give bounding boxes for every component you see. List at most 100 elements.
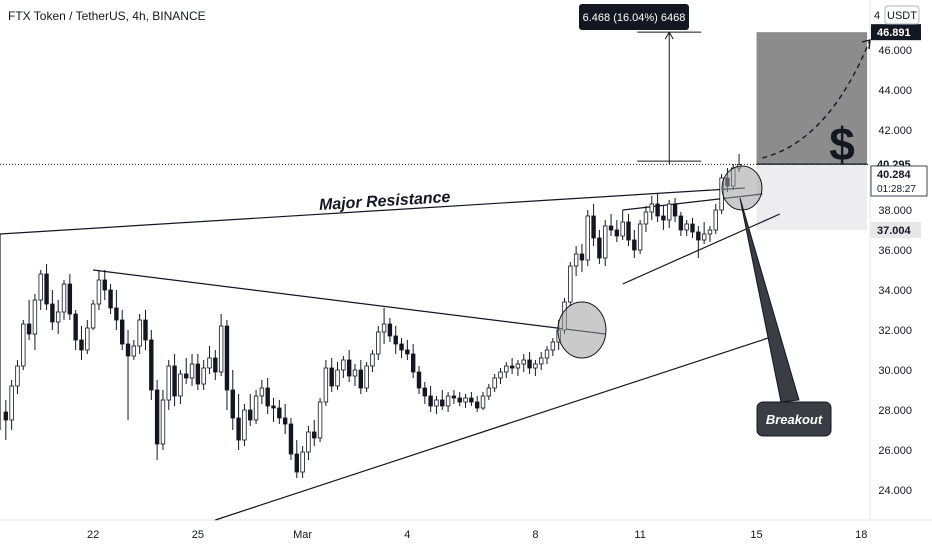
candle-body [26, 323, 32, 335]
candle-body [253, 395, 259, 421]
candle-body [166, 365, 171, 401]
candle-body [277, 407, 282, 419]
candle-body [684, 223, 689, 231]
candle-body [440, 399, 445, 407]
candle-body [38, 273, 43, 301]
candle-body [544, 349, 550, 359]
measure-label: 6.468 (16.04%) 6468 [583, 12, 686, 24]
price-tick-label: 34.000 [878, 285, 912, 297]
measure-tag: 6.468 (16.04%) 6468 [579, 4, 689, 30]
candle-body [591, 215, 596, 239]
candle-body [44, 273, 49, 305]
candle-body [690, 223, 695, 233]
price-tick-label: 42.000 [878, 125, 912, 137]
candle-body [149, 339, 154, 391]
candle-body [224, 325, 230, 391]
time-tick-label: 4 [404, 529, 410, 541]
candle-body [184, 373, 189, 379]
time-tick-label: 22 [87, 529, 99, 541]
candle-body [137, 319, 142, 347]
candle-body [416, 371, 422, 389]
risk-reward-zones [0, 32, 870, 230]
breakout-circle [557, 301, 607, 359]
chart-title: FTX Token / TetherUS, 4h, BINANCE [8, 9, 206, 23]
candle-body [539, 357, 544, 365]
candle-body [603, 225, 608, 259]
price-tick-label: 44.000 [878, 85, 912, 97]
candle-body [160, 399, 166, 445]
candle-body [637, 223, 643, 251]
candle-body [655, 203, 660, 217]
candle-body [335, 369, 340, 387]
time-tick-label: 15 [750, 529, 762, 541]
candle-body [474, 401, 480, 409]
candle-body [323, 367, 329, 403]
candle-body [79, 339, 84, 351]
last-price-tag: 40.284 [877, 169, 912, 181]
major-resistance-line [0, 187, 745, 235]
candle-body [614, 229, 620, 237]
price-tick-label: 36.000 [878, 245, 912, 257]
measure-arrow-head [664, 31, 674, 40]
candle-body [312, 431, 317, 439]
candle-body [21, 323, 26, 367]
candle-body [579, 253, 585, 261]
candle-body [521, 359, 526, 365]
candle-body [108, 289, 113, 309]
candle-body [55, 311, 61, 323]
candle-body [32, 299, 38, 335]
candle-body [201, 367, 206, 385]
candle-body [701, 233, 707, 241]
candle-body [643, 211, 649, 225]
candle-body [381, 323, 387, 333]
candle-body [672, 203, 678, 217]
candle-body [131, 345, 137, 357]
candle-body [50, 303, 55, 323]
candle-body [154, 389, 160, 445]
candle-body [370, 353, 375, 367]
candle-body [422, 387, 428, 397]
candle-body [358, 369, 364, 389]
breakout-callout-box [756, 401, 832, 437]
candle-body [445, 395, 451, 407]
bar-countdown: 01:28:27 [877, 184, 916, 195]
time-tick-label: 8 [532, 529, 538, 541]
candle-body [405, 349, 410, 355]
candle-body [504, 365, 509, 373]
candle-body [172, 365, 177, 397]
candle-body [300, 451, 305, 473]
candle-body [317, 401, 323, 439]
candle-body [259, 387, 265, 397]
candle-body [143, 319, 148, 341]
candle-body [236, 417, 241, 441]
candle-body [125, 343, 131, 357]
rising-support-line [215, 337, 769, 521]
candle-body [451, 395, 457, 399]
candle-body [178, 373, 183, 397]
candle-body [573, 253, 579, 267]
candle-body [90, 303, 96, 329]
candle-body [329, 367, 334, 387]
candle-body [282, 417, 288, 425]
projection-arrow-head [861, 39, 871, 50]
candle-body [102, 279, 107, 291]
candle-body [364, 365, 369, 389]
time-tick-label: 25 [192, 529, 204, 541]
candle-body [399, 343, 404, 351]
candle-body [61, 283, 67, 313]
breakout-label: Breakout [766, 412, 823, 427]
candle-body [265, 387, 270, 407]
projection-curve [762, 39, 871, 159]
time-tick-label: 18 [855, 529, 867, 541]
candle-body [207, 357, 212, 369]
candle-body [498, 371, 503, 379]
candle-body [376, 331, 381, 355]
time-tick-label: Mar [293, 529, 312, 541]
candle-body [649, 203, 654, 213]
candle-body [288, 423, 294, 455]
flag-lower-line [622, 213, 781, 285]
currency-button[interactable]: USDT [884, 5, 920, 25]
candle-body [661, 215, 666, 221]
candle-body [341, 359, 346, 371]
candle-body [387, 323, 393, 337]
